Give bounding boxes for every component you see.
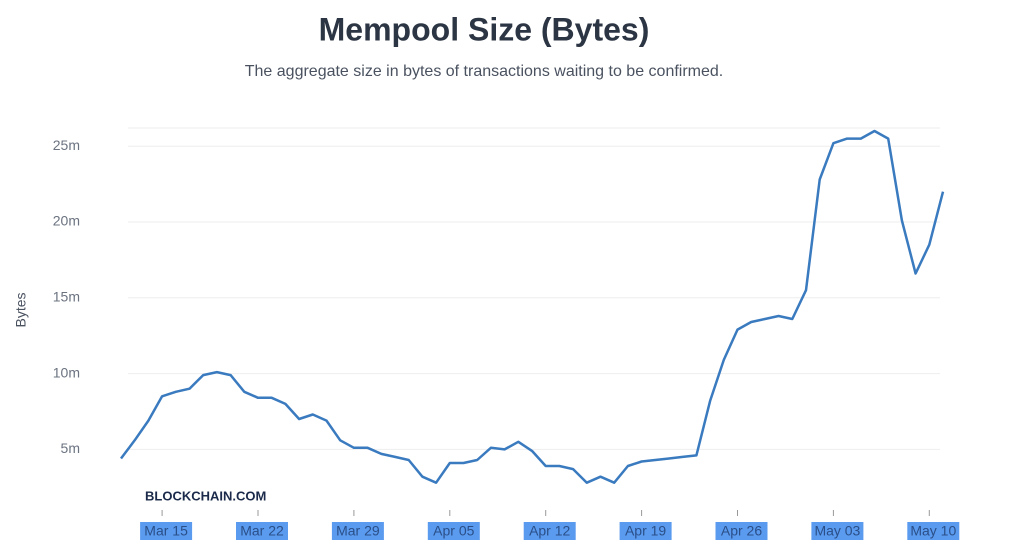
x-tick-label: Mar 22 (240, 523, 284, 539)
watermark: BLOCKCHAIN.COM (145, 488, 266, 503)
label-highlight (715, 522, 768, 540)
x-tick-label: Mar 15 (144, 523, 188, 539)
x-tick-label: Apr 05 (433, 523, 474, 539)
label-highlight (331, 522, 384, 540)
x-tick-label: Mar 29 (336, 523, 380, 539)
label-highlight (523, 522, 576, 540)
label-highlight (907, 522, 960, 540)
label-highlight (140, 522, 193, 540)
y-tick-label: 10m (53, 364, 80, 380)
label-highlight (811, 522, 864, 540)
x-tick-label: Apr 26 (721, 523, 762, 539)
label-highlight (619, 522, 672, 540)
y-tick-label: 5m (61, 440, 80, 456)
label-highlight (236, 522, 288, 540)
x-tick-label: May 10 (910, 523, 956, 539)
y-tick-label: 15m (53, 288, 80, 304)
chart-subtitle: The aggregate size in bytes of transacti… (245, 63, 723, 80)
label-highlight (427, 522, 480, 540)
y-tick-label: 20m (53, 213, 80, 229)
x-tick-label: May 03 (814, 523, 860, 539)
x-tick-label: Apr 19 (625, 523, 666, 539)
y-tick-label: 25m (53, 137, 80, 153)
chart-title: Mempool Size (Bytes) (319, 11, 650, 47)
x-tick-label: Apr 12 (529, 523, 570, 539)
y-axis-label: Bytes (13, 292, 29, 327)
data-line (120, 129, 945, 484)
